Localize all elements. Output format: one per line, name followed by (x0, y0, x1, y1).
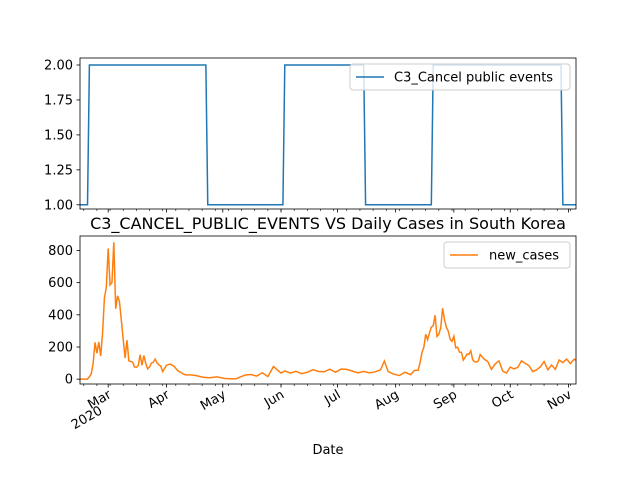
chart-title: C3_CANCEL_PUBLIC_EVENTS VS Daily Cases i… (90, 214, 566, 234)
new-cases-line (80, 242, 577, 380)
x-tick-year-label: 2020 (69, 403, 105, 433)
bottom-ytick-label: 400 (48, 308, 73, 323)
x-tick-label: Sep (431, 387, 460, 412)
top-legend-label: C3_Cancel public events (394, 71, 553, 86)
bottom-legend-box (443, 241, 571, 269)
top-ytick-label: 1.25 (44, 163, 73, 178)
x-tick-label: Jul (321, 387, 343, 408)
x-tick-label: Nov (545, 387, 575, 413)
top-y-ticks: 1.00 1.25 1.50 1.75 2.00 (44, 58, 80, 213)
top-legend-box (349, 63, 571, 91)
bottom-subplot: C3_CANCEL_PUBLIC_EVENTS VS Daily Cases i… (48, 209, 577, 458)
x-tick-label: Apr (145, 387, 173, 412)
x-tick-label: Aug (372, 387, 401, 413)
top-ytick-label: 2.00 (44, 58, 73, 73)
bottom-plot-frame (79, 235, 577, 385)
bottom-ytick-label: 600 (48, 276, 73, 291)
bottom-legend-label: new_cases (489, 249, 559, 264)
top-ytick-label: 1.00 (44, 198, 73, 213)
top-plot-frame (79, 57, 577, 210)
bottom-y-ticks: 0 200 400 600 800 (48, 244, 80, 388)
top-ytick-label: 1.75 (44, 93, 73, 108)
top-legend: C3_Cancel public events (349, 63, 571, 91)
bottom-ytick-label: 200 (48, 341, 73, 356)
bottom-ytick-label: 800 (48, 244, 73, 259)
bottom-legend: new_cases (443, 241, 571, 269)
x-tick-label: Oct (489, 387, 516, 411)
x-axis-title: Date (312, 443, 343, 458)
x-tick-label: May (198, 387, 229, 414)
bottom-ytick-label: 0 (65, 373, 73, 388)
top-subplot: 1.00 1.25 1.50 1.75 2.00 C3_Cancel public ev… (44, 57, 577, 213)
x-tick-label: Jun (261, 387, 287, 411)
top-ytick-label: 1.50 (44, 128, 73, 143)
